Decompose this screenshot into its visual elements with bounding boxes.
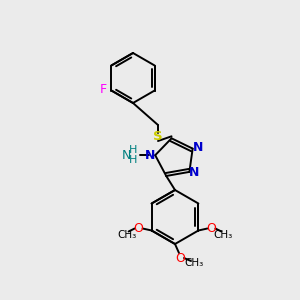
Text: H: H <box>129 145 137 155</box>
Text: O: O <box>206 222 216 235</box>
Text: N: N <box>193 141 203 154</box>
Text: S: S <box>153 130 163 143</box>
Text: N: N <box>189 167 200 179</box>
Text: O: O <box>175 251 185 265</box>
Text: N: N <box>145 149 155 162</box>
Text: F: F <box>100 83 107 96</box>
Text: CH₃: CH₃ <box>184 258 204 268</box>
Text: O: O <box>134 222 144 235</box>
Text: CH₃: CH₃ <box>214 230 233 239</box>
Text: H: H <box>129 155 137 165</box>
Text: N: N <box>122 149 131 162</box>
Text: CH₃: CH₃ <box>117 230 136 239</box>
